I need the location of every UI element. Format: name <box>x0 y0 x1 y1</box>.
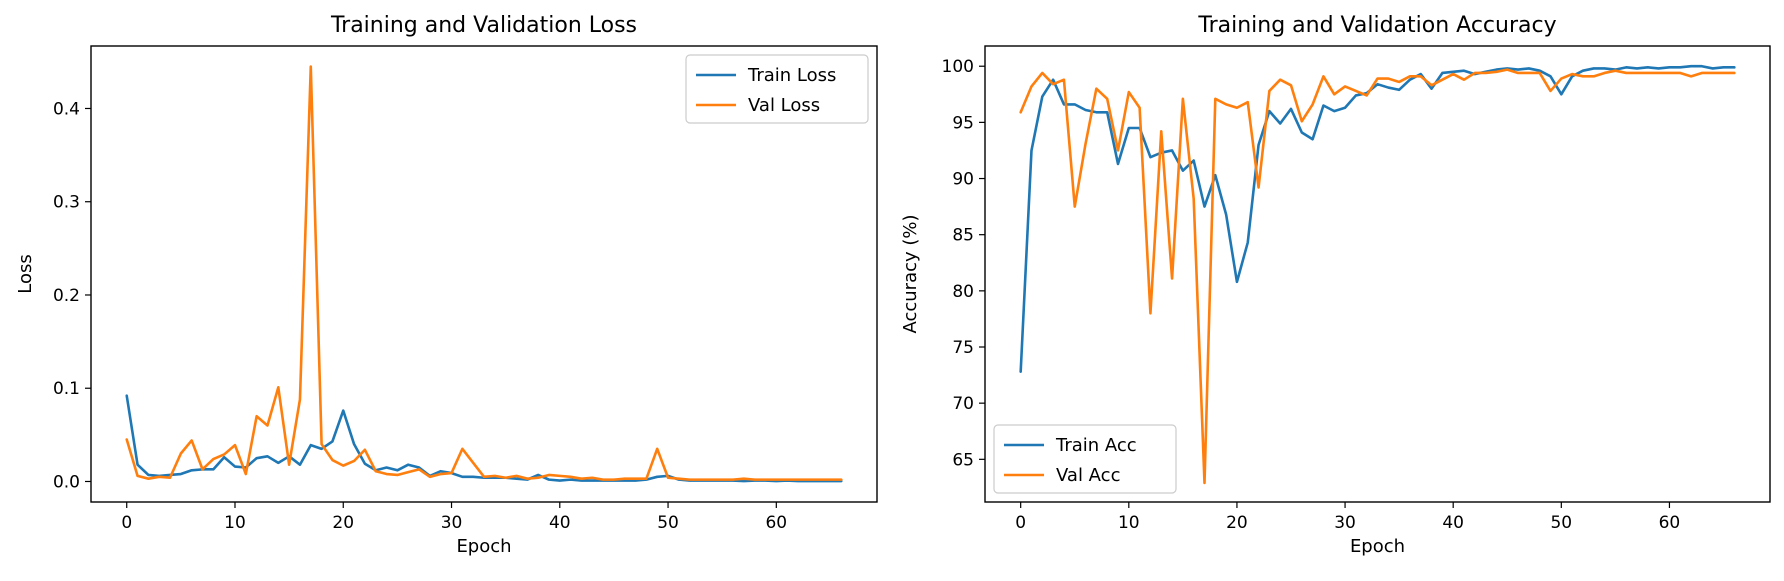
legend-label: Val Loss <box>748 95 820 116</box>
x-tick-label: 40 <box>549 513 571 533</box>
legend: Train Acc Val Acc <box>993 424 1177 494</box>
x-tick-label: 40 <box>1442 513 1464 533</box>
x-tick-label: 0 <box>1015 513 1026 533</box>
y-tick-label: 0.1 <box>53 379 80 399</box>
y-axis-label: Loss <box>15 254 36 293</box>
x-tick-label: 60 <box>1659 513 1681 533</box>
loss-chart: Training and Validation Loss 0 10 20 30 40 50 6… <box>15 13 878 557</box>
y-tick-label: 0.0 <box>53 472 80 492</box>
accuracy-chart: Training and Validation Accuracy 0 10 20 30 4… <box>900 13 1771 557</box>
y-tick-label: 70 <box>952 394 974 414</box>
x-tick-label: 60 <box>765 513 787 533</box>
x-tick-label: 30 <box>1334 513 1356 533</box>
x-axis-label: Epoch <box>456 536 511 557</box>
y-tick-label: 80 <box>952 282 974 302</box>
y-tick-label: 0.4 <box>53 99 80 119</box>
chart-title: Training and Validation Loss <box>330 13 637 38</box>
series-line-train-loss <box>125 394 843 483</box>
y-tick-label: 75 <box>952 338 974 358</box>
legend-label: Train Acc <box>1055 435 1137 456</box>
chart-title: Training and Validation Accuracy <box>1197 13 1556 38</box>
series-group <box>125 65 843 483</box>
x-tick-label: 20 <box>332 513 354 533</box>
y-tick-label: 100 <box>942 57 974 77</box>
series-group <box>1019 64 1736 485</box>
axes-frame <box>984 45 1771 503</box>
x-tick-label: 10 <box>1118 513 1140 533</box>
y-tick-label: 65 <box>952 450 974 470</box>
y-tick-label: 0.2 <box>53 286 80 306</box>
y-tick-label: 85 <box>952 226 974 246</box>
y-tick-label: 0.3 <box>53 193 80 213</box>
series-line-val-loss <box>125 65 843 481</box>
y-tick-label: 95 <box>952 113 974 133</box>
axes-frame <box>90 45 878 503</box>
series-line-train-acc <box>1019 64 1736 374</box>
series-line-val-acc <box>1019 68 1736 485</box>
x-tick-label: 20 <box>1226 513 1248 533</box>
legend: Train Loss Val Loss <box>685 54 869 124</box>
legend-label: Train Loss <box>747 65 836 86</box>
y-tick-label: 90 <box>952 170 974 190</box>
y-axis-label: Accuracy (%) <box>900 214 921 333</box>
x-axis-label: Epoch <box>1350 536 1405 557</box>
x-tick-label: 10 <box>224 513 246 533</box>
x-tick-label: 30 <box>441 513 463 533</box>
legend-label: Val Acc <box>1056 465 1120 486</box>
x-tick-label: 50 <box>1550 513 1572 533</box>
x-tick-label: 50 <box>657 513 679 533</box>
x-tick-label: 0 <box>121 513 132 533</box>
